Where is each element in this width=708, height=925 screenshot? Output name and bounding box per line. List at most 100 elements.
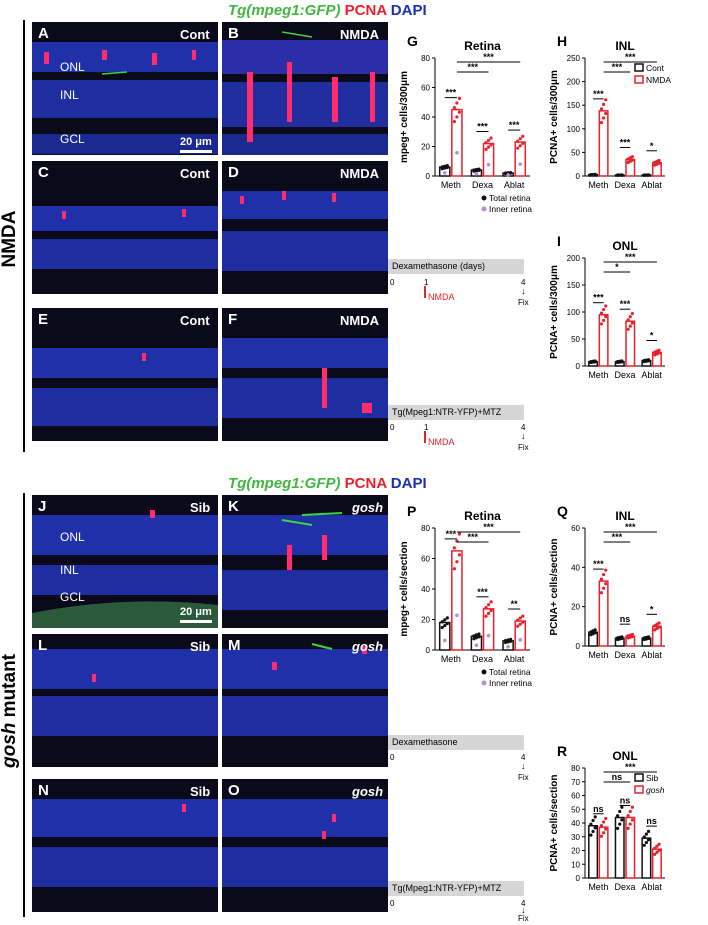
data-point bbox=[644, 840, 648, 845]
data-point bbox=[620, 359, 624, 363]
data-point bbox=[509, 637, 513, 641]
data-point bbox=[626, 826, 630, 830]
bar bbox=[482, 608, 495, 651]
x-tick-label: Ablat bbox=[504, 654, 525, 664]
gosh-italic: gosh bbox=[0, 722, 20, 768]
panel-tag-e: Cont bbox=[180, 313, 210, 328]
data-point bbox=[474, 167, 479, 172]
data-point bbox=[486, 611, 491, 615]
chart-h: H INL PCNA+ cells/300μm 0 50 100 150 200 250 Meth… bbox=[549, 33, 671, 190]
data-point bbox=[644, 832, 648, 836]
bar bbox=[598, 580, 609, 647]
data-point bbox=[509, 170, 513, 175]
data-point bbox=[445, 622, 449, 626]
sig-label: *** bbox=[509, 120, 520, 130]
layer-label-onl: ONL bbox=[60, 60, 85, 74]
data-point bbox=[618, 809, 622, 814]
panel-letter-n: N bbox=[38, 782, 49, 799]
micrograph-panel-c bbox=[32, 161, 218, 294]
y-tick-label: 80 bbox=[421, 54, 430, 63]
data-point bbox=[472, 637, 476, 641]
data-point bbox=[618, 822, 622, 826]
data-point bbox=[484, 605, 488, 610]
comparison-label: * bbox=[615, 262, 619, 272]
data-point bbox=[489, 136, 493, 140]
data-point bbox=[628, 324, 632, 328]
data-point bbox=[486, 603, 491, 607]
scale-bar bbox=[180, 150, 212, 153]
data-point bbox=[657, 848, 661, 852]
x-tick-label: Dexa bbox=[614, 370, 635, 380]
panel-tag-d: NMDA bbox=[340, 166, 379, 181]
title-gfp: Tg(mpeg1:GFP) bbox=[228, 475, 341, 492]
data-point bbox=[646, 829, 651, 833]
timeline-fix: Fix bbox=[518, 298, 529, 307]
title-pcna: PCNA bbox=[344, 2, 387, 19]
panel-letter-o: O bbox=[228, 782, 240, 799]
y-tick-label: 60 bbox=[571, 524, 580, 533]
data-point bbox=[521, 620, 525, 624]
data-point bbox=[521, 141, 525, 146]
chart-title: Retina bbox=[464, 509, 501, 523]
y-tick-label: 40 bbox=[571, 819, 580, 828]
chart-g: G Retina mpeg+ cells/300μm 0 20 40 60 80 Meth ***… bbox=[399, 33, 532, 214]
data-point bbox=[602, 586, 606, 590]
chart-panel-letter: Q bbox=[557, 503, 568, 519]
data-point bbox=[604, 98, 608, 102]
panel-letter-c: C bbox=[38, 164, 49, 181]
x-tick-label: Ablat bbox=[504, 180, 525, 190]
data-point bbox=[486, 138, 491, 142]
retina-image bbox=[32, 495, 218, 628]
data-point bbox=[657, 625, 661, 629]
data-point bbox=[626, 814, 630, 818]
legend-marker bbox=[481, 680, 487, 686]
inner-retina-point bbox=[486, 162, 491, 167]
comparison-label: *** bbox=[625, 252, 636, 262]
legend-swatch bbox=[634, 63, 644, 72]
comparison-label: *** bbox=[625, 52, 636, 62]
chart-q: Q INL PCNA+ cells/section 0 20 40 60 Meth *** Dex… bbox=[549, 503, 665, 660]
retina-image bbox=[32, 634, 218, 767]
panel-letter-a: A bbox=[38, 25, 49, 42]
data-point bbox=[628, 822, 632, 826]
data-point bbox=[626, 327, 630, 331]
bar bbox=[625, 158, 636, 177]
title-gfp: Tg(mpeg1:GFP) bbox=[228, 2, 341, 19]
data-point bbox=[646, 838, 651, 842]
data-point bbox=[591, 818, 595, 823]
y-tick-label: 80 bbox=[571, 764, 580, 773]
data-point bbox=[604, 111, 608, 116]
y-tick-label: 40 bbox=[421, 585, 430, 594]
data-point bbox=[599, 591, 604, 595]
data-point bbox=[477, 635, 481, 639]
data-point bbox=[591, 829, 595, 834]
data-point bbox=[593, 631, 597, 635]
data-point bbox=[653, 852, 657, 856]
y-axis-label: mpeg+ cells/300μm bbox=[399, 71, 410, 163]
data-point bbox=[457, 96, 462, 100]
data-point bbox=[628, 315, 632, 319]
section-label-gosh: gosh mutant bbox=[0, 611, 21, 811]
x-tick-label: Meth bbox=[588, 882, 608, 892]
panel-letter-j: J bbox=[38, 498, 47, 515]
layer-label-gcl: GCL bbox=[60, 132, 85, 146]
data-point bbox=[653, 846, 657, 850]
micrograph-panel-j bbox=[32, 495, 218, 628]
data-point bbox=[630, 805, 634, 809]
data-point bbox=[593, 359, 597, 363]
inner-retina-point bbox=[442, 638, 447, 643]
x-tick-label: Ablat bbox=[641, 650, 662, 660]
micrograph-panel-k bbox=[222, 495, 388, 628]
mutant-label: mutant bbox=[0, 654, 20, 723]
nmda-arrow-icon bbox=[424, 286, 426, 298]
data-point bbox=[518, 622, 522, 626]
x-tick-label: Dexa bbox=[472, 180, 493, 190]
micrograph-panel-f bbox=[222, 308, 388, 441]
data-point bbox=[602, 573, 606, 577]
micrograph-panel-l bbox=[32, 634, 218, 767]
panel-letter-d: D bbox=[228, 164, 239, 181]
timeline-start: 0 bbox=[390, 753, 395, 762]
data-point bbox=[477, 632, 481, 636]
data-point bbox=[503, 638, 508, 643]
